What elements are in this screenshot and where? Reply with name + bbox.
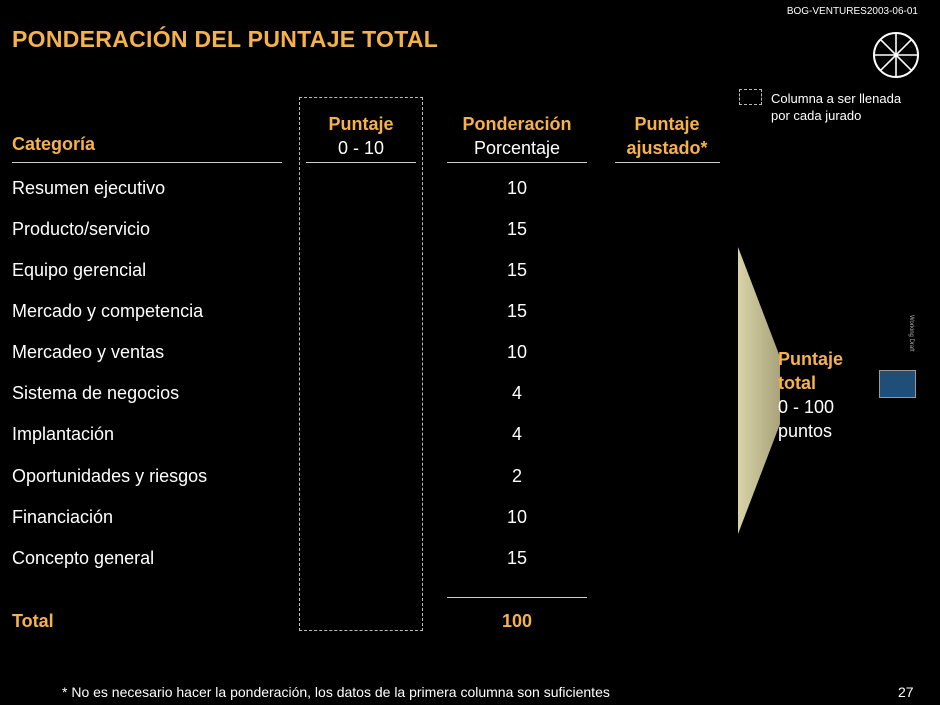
weight-value: 10 (506, 178, 528, 198)
weight-value: 4 (511, 424, 522, 444)
weight-value: 15 (506, 548, 528, 568)
category-label: Oportunidades y riesgos (12, 466, 208, 486)
category-label: Resumen ejecutivo (12, 178, 166, 198)
puntaje-total-line-3: 0 - 100 (778, 397, 835, 417)
working-draft-label: Working Draft (908, 315, 914, 352)
arrow-icon (738, 247, 780, 534)
header-underline-categoria (12, 162, 282, 163)
puntaje-total-line-2: total (778, 373, 816, 393)
category-label: Concepto general (12, 548, 155, 568)
category-label: Producto/servicio (12, 219, 151, 239)
weight-value: 10 (506, 507, 528, 527)
header-underline-ajustado (615, 162, 720, 163)
weight-value: 15 (506, 260, 528, 280)
header-ajustado-line-2: ajustado* (626, 138, 708, 158)
puntaje-total-line-4: puntos (778, 421, 833, 441)
header-underline-puntaje (306, 162, 416, 163)
header-ajustado-line-1: Puntaje (634, 114, 700, 134)
puntaje-total-label: Puntaje total 0 - 100 puntos (778, 347, 843, 443)
legend-line-2: por cada jurado (771, 108, 862, 123)
legend-dashed-box (739, 89, 762, 105)
footnote: * No es necesario hacer la ponderación, … (62, 684, 610, 700)
wheel-icon (873, 32, 919, 78)
header-ponderacion: Ponderación Porcentaje (447, 112, 587, 160)
weight-value: 15 (506, 219, 528, 239)
category-label: Implantación (12, 424, 115, 444)
category-label: Mercadeo y ventas (12, 342, 165, 362)
total-divider (447, 597, 587, 598)
page-number: 27 (898, 684, 914, 700)
weight-value: 2 (511, 466, 522, 486)
total-label: Total (12, 611, 54, 631)
weight-value: 10 (506, 342, 528, 362)
total-score-box (879, 370, 916, 398)
total-value: 100 (501, 611, 533, 631)
header-puntaje-range: 0 - 10 (337, 138, 385, 158)
category-label: Sistema de negocios (12, 383, 180, 403)
header-underline-ponderacion (447, 162, 587, 163)
header-ajustado: Puntaje ajustado* (612, 112, 722, 160)
legend-text: Columna a ser llenada por cada jurado (771, 90, 940, 124)
puntaje-total-line-1: Puntaje (778, 349, 844, 369)
document-id: BOG-VENTURES2003-06-01 (786, 6, 918, 17)
category-label: Equipo gerencial (12, 260, 147, 280)
category-label: Mercado y competencia (12, 301, 204, 321)
header-ponderacion-sub: Porcentaje (473, 138, 561, 158)
header-puntaje-title: Puntaje (328, 114, 394, 134)
header-categoria: Categoría (12, 134, 96, 154)
header-puntaje: Puntaje 0 - 10 (306, 112, 416, 160)
header-ponderacion-title: Ponderación (462, 114, 572, 134)
category-label: Financiación (12, 507, 114, 527)
puntaje-input-column (299, 97, 423, 631)
page-title: PONDERACIÓN DEL PUNTAJE TOTAL (12, 26, 439, 52)
legend-line-1: Columna a ser llenada (771, 91, 902, 106)
weight-value: 4 (511, 383, 522, 403)
weight-value: 15 (506, 301, 528, 321)
